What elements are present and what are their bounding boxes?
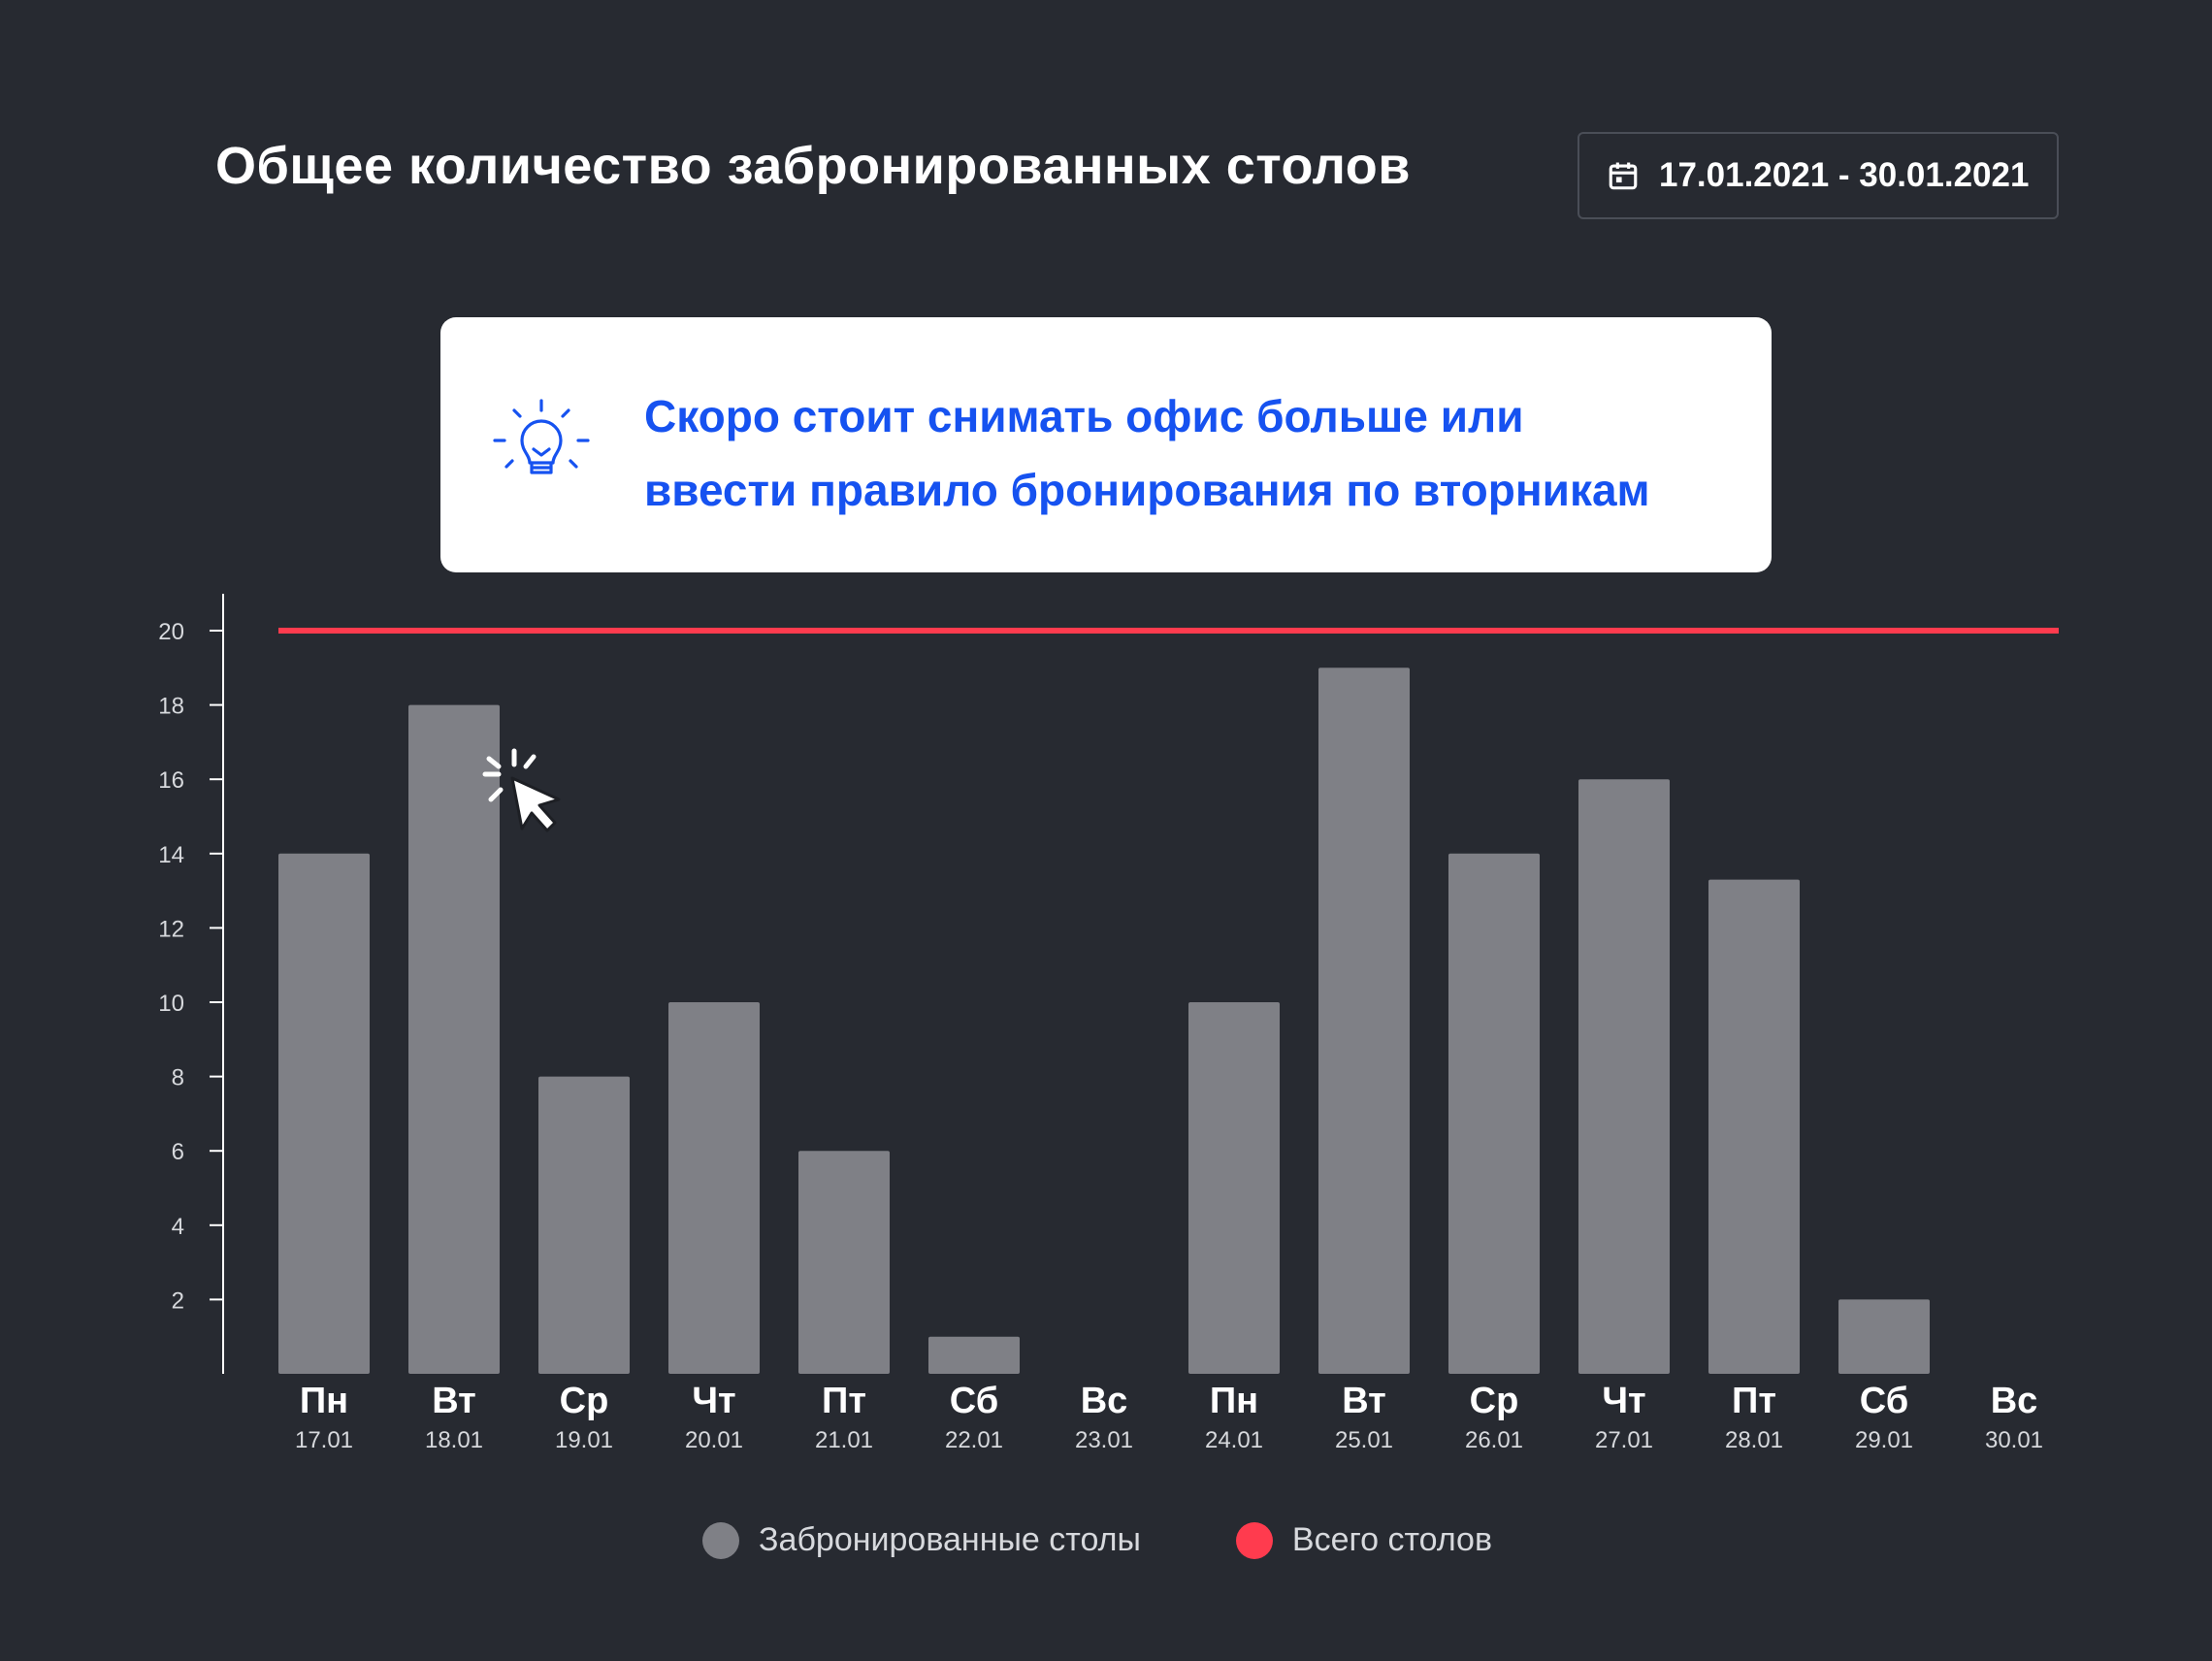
legend-item-total: Всего столов: [1235, 1521, 1493, 1559]
bar: [928, 1336, 1020, 1374]
y-tick-label: 14: [158, 842, 184, 868]
lightbulb-icon: [493, 399, 590, 474]
y-tick-label: 20: [158, 619, 184, 645]
y-tick-label: 12: [158, 916, 184, 942]
x-tick-label-date: 28.01: [1725, 1427, 1783, 1453]
cursor-click-icon: [482, 748, 561, 832]
bar: [1448, 853, 1540, 1374]
legend-swatch-total: [1235, 1521, 1273, 1559]
bar: [1838, 1299, 1930, 1374]
x-tick-label-date: 18.01: [425, 1427, 483, 1453]
x-tick-label-date: 25.01: [1335, 1427, 1393, 1453]
x-tick-label-day: Ср: [560, 1381, 609, 1421]
legend-label-booked: Забронированные столы: [759, 1521, 1141, 1558]
bar: [1578, 779, 1670, 1374]
y-tick-label: 10: [158, 991, 184, 1017]
x-tick-label-date: 20.01: [685, 1427, 743, 1453]
y-tick-label: 4: [172, 1214, 184, 1240]
x-tick-label-date: 21.01: [815, 1427, 873, 1453]
chart-legend: Забронированные столы Всего столов: [702, 1521, 1587, 1559]
bar: [798, 1151, 890, 1374]
x-tick-label-day: Пт: [1732, 1381, 1776, 1421]
x-tick-label-date: 17.01: [295, 1427, 353, 1453]
y-tick-label: 8: [172, 1065, 184, 1091]
x-tick-label-day: Вс: [1081, 1381, 1128, 1421]
x-tick-label-date: 27.01: [1595, 1427, 1653, 1453]
y-tick-label: 6: [172, 1139, 184, 1165]
date-range-picker[interactable]: 17.01.2021 - 30.01.2021: [1578, 132, 2059, 219]
x-tick-label-date: 26.01: [1465, 1427, 1523, 1453]
insight-card: Скоро стоит снимать офис больше или ввес…: [440, 317, 1772, 572]
x-tick-label-day: Вт: [432, 1381, 476, 1421]
insight-line-1: Скоро стоит снимать офис больше или: [644, 391, 1524, 441]
bar: [1318, 668, 1410, 1374]
x-tick-label-day: Сб: [950, 1381, 998, 1421]
insight-text: Скоро стоит снимать офис больше или ввес…: [644, 379, 1650, 527]
date-range-label: 17.01.2021 - 30.01.2021: [1659, 156, 2030, 194]
bar: [668, 1002, 760, 1374]
x-tick-label-day: Вт: [1342, 1381, 1386, 1421]
y-tick-label: 2: [172, 1287, 184, 1314]
x-tick-label-date: 30.01: [1985, 1427, 2043, 1453]
page-title: Общее количество забронированных столов: [215, 137, 1411, 195]
x-tick-label-day: Чт: [692, 1381, 735, 1421]
legend-swatch-booked: [702, 1521, 739, 1559]
y-tick-label: 18: [158, 694, 184, 720]
x-tick-label-date: 19.01: [555, 1427, 613, 1453]
bar: [1708, 879, 1800, 1374]
bar: [538, 1076, 630, 1374]
x-tick-label-date: 22.01: [945, 1427, 1003, 1453]
x-tick-label-date: 24.01: [1205, 1427, 1263, 1453]
bar: [408, 704, 500, 1374]
x-tick-label-day: Ср: [1470, 1381, 1519, 1421]
legend-label-total: Всего столов: [1291, 1521, 1493, 1558]
calendar-icon: [1609, 162, 1638, 190]
legend-item-booked: Забронированные столы: [702, 1521, 1141, 1559]
y-tick-label: 16: [158, 767, 184, 794]
bar: [278, 853, 370, 1374]
x-tick-label-date: 29.01: [1855, 1427, 1913, 1453]
x-tick-label-date: 23.01: [1075, 1427, 1133, 1453]
bar: [1188, 1002, 1280, 1374]
x-tick-label-day: Вс: [1991, 1381, 2038, 1421]
x-tick-label-day: Сб: [1860, 1381, 1908, 1421]
x-tick-label-day: Пн: [300, 1381, 348, 1421]
insight-line-2: ввести правило бронирования по вторникам: [644, 465, 1650, 515]
x-tick-label-day: Пт: [822, 1381, 866, 1421]
x-tick-label-day: Чт: [1602, 1381, 1645, 1421]
x-tick-label-day: Пн: [1210, 1381, 1258, 1421]
